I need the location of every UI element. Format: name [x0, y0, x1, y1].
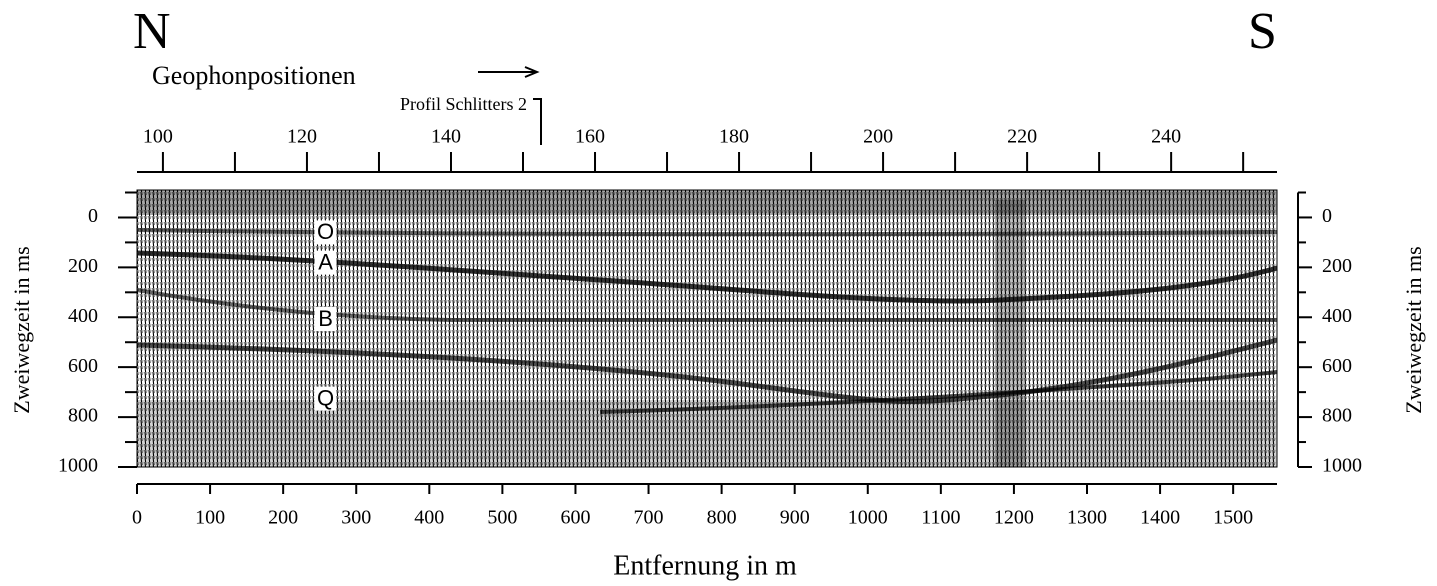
y-axis-title-right: Zweiwegzeit in ms: [1401, 246, 1426, 413]
reflector-label: A: [318, 249, 333, 274]
top-tick-label: 220: [1007, 126, 1037, 148]
south-label: S: [1248, 3, 1277, 60]
y-tick-label-right: 0: [1322, 205, 1332, 227]
x-tick-label: 800: [707, 507, 737, 529]
seismic-section: [136, 189, 1278, 468]
x-tick-label: 1000: [848, 507, 888, 529]
north-label: N: [133, 3, 171, 60]
reflector-box: [314, 386, 337, 411]
noise: [137, 400, 1277, 467]
top-tick-label: 200: [863, 126, 893, 148]
x-tick-label: 700: [634, 507, 664, 529]
y-tick-label-right: 400: [1322, 305, 1352, 327]
y-tick-label: 1000: [58, 455, 98, 477]
reflector-label: O: [317, 219, 334, 244]
reflector-box: [314, 250, 337, 275]
arrow-head: [524, 66, 540, 78]
y-tick-label-right: 600: [1322, 355, 1352, 377]
reflector-box: [314, 307, 337, 332]
top-tick-label: 120: [287, 126, 317, 148]
horizon: [136, 288, 1278, 323]
horizon: [599, 370, 1278, 414]
reflector-label: Q: [317, 385, 334, 410]
top-tick-label: 100: [143, 126, 173, 148]
reflector-label: B: [318, 306, 333, 331]
top-tick-label: 140: [431, 126, 461, 148]
x-tick-label: 1100: [921, 507, 960, 529]
profile-label: Profil Schlitters 2: [400, 94, 527, 114]
y-tick-label: 200: [68, 255, 98, 277]
y-tick-label-right: 1000: [1322, 455, 1362, 477]
y-tick-label: 0: [88, 205, 98, 227]
top-tick-label: 240: [1151, 126, 1181, 148]
x-tick-label: 900: [780, 507, 810, 529]
x-tick-label: 1300: [1067, 507, 1107, 529]
x-tick-label: 300: [341, 507, 371, 529]
x-axis-title: Entfernung in m: [613, 550, 797, 581]
x-tick-label: 1400: [1140, 507, 1180, 529]
horizon: [136, 337, 1278, 405]
top-tick-label: 160: [575, 126, 605, 148]
profile-bracket: [533, 98, 543, 145]
y-tick-label-right: 800: [1322, 405, 1352, 427]
first-arrivals: [137, 190, 1277, 215]
horizon: [136, 250, 1278, 304]
x-tick-label: 100: [195, 507, 225, 529]
section-border: [136, 189, 1278, 468]
horizon: [136, 228, 1278, 237]
top-tick-label: 180: [719, 126, 749, 148]
x-tick-label: 1500: [1213, 507, 1253, 529]
noisy-traces: [995, 200, 1025, 467]
x-tick-label: 1200: [994, 507, 1034, 529]
y-axis-title: Zweiwegzeit in ms: [9, 246, 34, 413]
y-tick-label: 400: [68, 305, 98, 327]
y-tick-label: 600: [68, 355, 98, 377]
x-tick-label: 400: [414, 507, 444, 529]
y-tick-label: 800: [68, 405, 98, 427]
y-tick-label-right: 200: [1322, 255, 1352, 277]
top-axis-title: Geophonpositionen: [152, 61, 356, 90]
reflector-box: [314, 220, 337, 245]
x-tick-label: 500: [487, 507, 517, 529]
x-tick-label: 0: [132, 507, 142, 529]
x-tick-label: 600: [560, 507, 590, 529]
x-tick-label: 200: [268, 507, 298, 529]
